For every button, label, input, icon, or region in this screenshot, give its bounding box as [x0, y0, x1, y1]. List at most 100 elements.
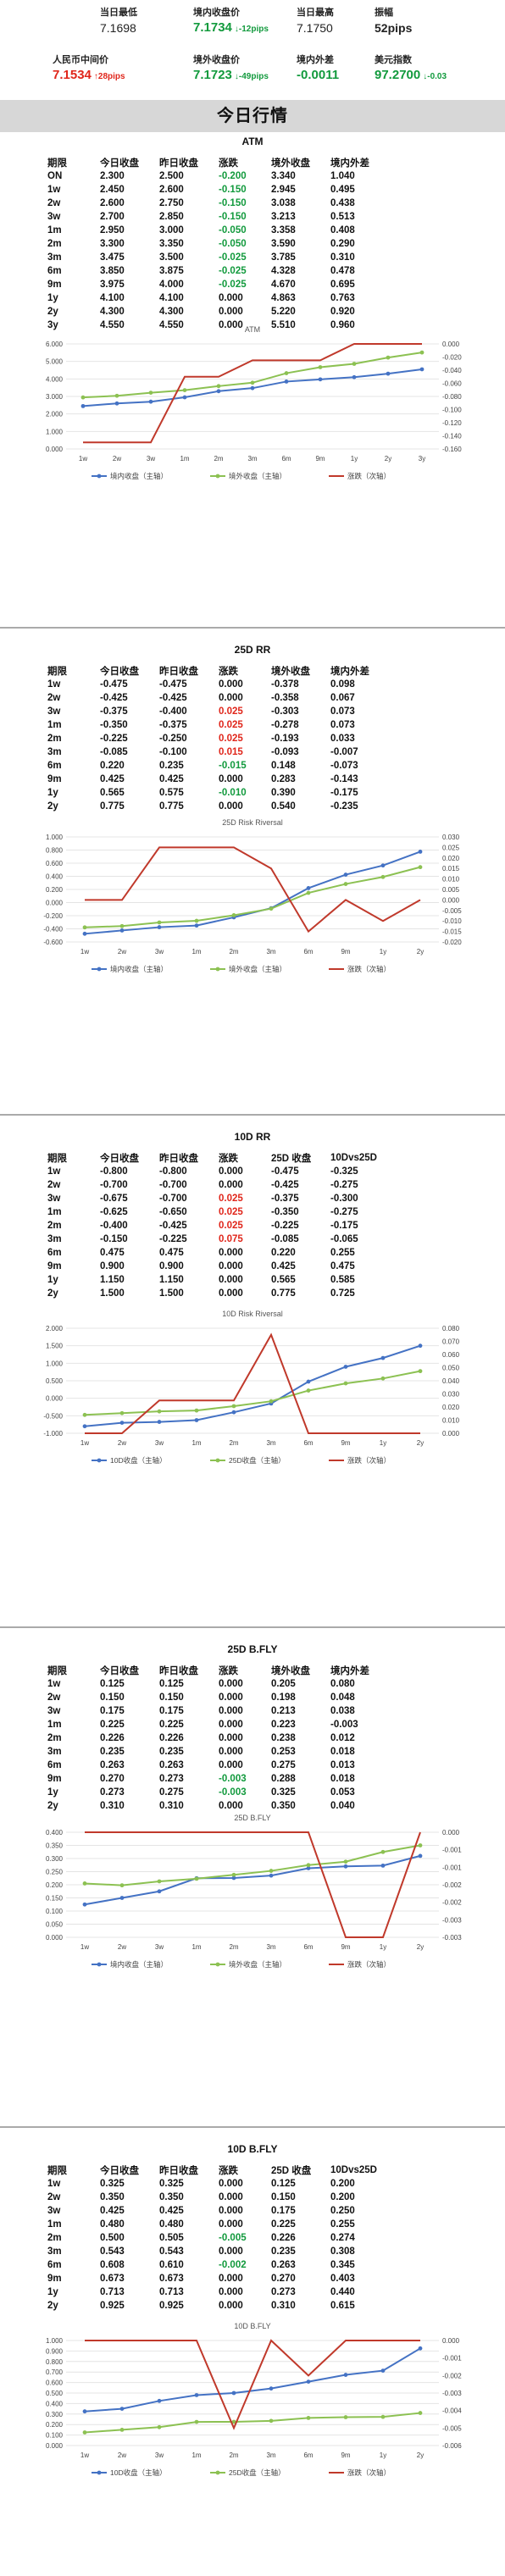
- table-cell: 0.900: [159, 1261, 184, 1271]
- y2-tick-label: 0.020: [442, 855, 460, 862]
- table-cell: 0.000: [219, 1261, 243, 1271]
- table-cell: 3.340: [271, 171, 296, 181]
- data-point: [80, 395, 86, 400]
- table-row: 3m -0.085 -0.100 0.015 -0.093 -0.007: [47, 745, 381, 759]
- section-divider: [0, 2126, 505, 2128]
- table-cell: 1y: [47, 2287, 58, 2297]
- line-chart: 10D B.FLY 0.000 0.100 0.200 0.300 0.400 0.500 0…: [46, 2322, 462, 2477]
- y-tick-label: 1.000: [46, 2337, 64, 2345]
- table-cell: -0.003: [219, 1774, 247, 1784]
- table-cell: -0.400: [100, 1221, 128, 1231]
- table-cell: 0.310: [100, 1801, 125, 1811]
- table-cell: 3w: [47, 2206, 61, 2216]
- table-cell: 0.513: [330, 212, 355, 222]
- table-cell: 3.590: [271, 239, 296, 249]
- legend-label: 境外收盘（主轴）: [229, 965, 286, 973]
- table-cell: 0.225: [100, 1720, 125, 1730]
- table-cell: 2y: [47, 307, 58, 317]
- table-cell: 0.440: [330, 2287, 355, 2297]
- table-cell: 0.425: [159, 774, 184, 784]
- x-tick-label: 9m: [341, 1439, 350, 1447]
- table-cell: 0.608: [100, 2260, 125, 2270]
- column-header: 涨跌: [219, 1666, 238, 1676]
- table-cell: 0.000: [219, 1706, 243, 1716]
- table-cell: -0.093: [271, 747, 299, 757]
- table-cell: -0.225: [159, 1234, 187, 1244]
- onshore-close-change: ↓-12pips: [234, 25, 269, 34]
- y2-tick-label: -0.006: [442, 2442, 462, 2450]
- table-cell: 2w: [47, 693, 61, 703]
- column-header: 境外收盘: [271, 667, 310, 677]
- y-tick-label: -0.500: [43, 1412, 63, 1420]
- data-point: [231, 1404, 236, 1409]
- table-row: 2m -0.225 -0.250 0.025 -0.193 0.033: [47, 732, 381, 745]
- table-cell: 9m: [47, 2274, 62, 2284]
- table-cell: 0.480: [159, 2219, 184, 2230]
- data-point: [231, 913, 236, 917]
- legend-item: 10D收盘（主轴）: [92, 2468, 167, 2477]
- data-point: [269, 1873, 274, 1878]
- table-cell: 1m: [47, 1720, 62, 1730]
- legend-item: 境内收盘（主轴）: [92, 1960, 168, 1969]
- data-point: [380, 1849, 386, 1854]
- table-cell: 3.850: [100, 266, 125, 276]
- table-row: 9m 0.673 0.673 0.000 0.270 0.403: [47, 2272, 382, 2285]
- table-cell: -0.150: [100, 1234, 128, 1244]
- table-cell: 0.925: [100, 2301, 125, 2311]
- table-cell: 0.000: [219, 1248, 243, 1258]
- table-cell: 4.328: [271, 266, 296, 276]
- x-tick-label: 3m: [266, 1439, 275, 1447]
- table-cell: -0.378: [271, 679, 299, 690]
- table-cell: 0.223: [271, 1720, 296, 1730]
- legend-label: 10D收盘（主轴）: [110, 1456, 167, 1465]
- data-point: [114, 401, 119, 406]
- table-cell: 0.713: [100, 2287, 125, 2297]
- y2-tick-label: -0.002: [442, 1881, 462, 1889]
- table-row: 3m -0.150 -0.225 0.075 -0.085 -0.065: [47, 1233, 382, 1246]
- x-tick-label: 9m: [341, 1943, 350, 1951]
- legend-label: 涨跌（次轴）: [347, 472, 391, 480]
- table-cell: 0.345: [330, 2260, 355, 2270]
- data-point: [343, 873, 348, 877]
- y2-tick-label: -0.001: [442, 1847, 462, 1854]
- x-tick-label: 3w: [155, 1439, 164, 1447]
- line-chart: 25D B.FLY 0.000 0.050 0.100 0.150 0.200 0.250 0…: [46, 1814, 462, 1969]
- y-tick-label: 0.000: [46, 1395, 64, 1403]
- table-cell: 0.150: [100, 1692, 125, 1703]
- y-tick-label: 0.800: [46, 2358, 64, 2366]
- table-cell: 1y: [47, 1787, 58, 1798]
- table-cell: 1.040: [330, 171, 355, 181]
- section-divider: [0, 1114, 505, 1116]
- table-cell: 0.148: [271, 761, 296, 771]
- x-tick-label: 1w: [80, 948, 89, 956]
- y-tick-label: -0.200: [43, 912, 63, 920]
- column-header: 昨日收盘: [159, 667, 198, 677]
- x-tick-label: 1y: [380, 1439, 386, 1447]
- table-cell: -0.050: [219, 225, 247, 235]
- table-cell: 0.220: [271, 1248, 296, 1258]
- x-tick-label: 2m: [229, 948, 238, 956]
- table-row: 2m 3.300 3.350 -0.050 3.590 0.290: [47, 237, 381, 251]
- table-cell: -0.700: [159, 1180, 187, 1190]
- table-cell: -0.025: [219, 266, 247, 276]
- y-tick-label: 0.200: [46, 1881, 64, 1889]
- table-cell: 0.000: [219, 2179, 243, 2189]
- table-row: 6m 0.263 0.263 0.000 0.275 0.013: [47, 1759, 381, 1772]
- x-tick-label: 3w: [155, 1943, 164, 1951]
- y-tick-label: 0.000: [46, 900, 64, 907]
- y2-tick-label: -0.140: [442, 433, 462, 440]
- y2-tick-label: 0.070: [442, 1338, 460, 1346]
- table-cell: -0.475: [159, 679, 187, 690]
- table-cell: 6m: [47, 2260, 62, 2270]
- table-cell: 2m: [47, 239, 62, 249]
- table-cell: 0.200: [330, 2192, 355, 2202]
- table-cell: 0.075: [219, 1234, 243, 1244]
- table-cell: 0.048: [330, 1692, 355, 1703]
- table-cell: 0.000: [219, 801, 243, 812]
- table-cell: 0.238: [271, 1733, 296, 1743]
- y-tick-label: 1.000: [46, 428, 64, 435]
- table-row: 1w 2.450 2.600 -0.150 2.945 0.495: [47, 183, 381, 197]
- table-row: 2y 0.925 0.925 0.000 0.310 0.615: [47, 2299, 382, 2313]
- table-cell: 0.025: [219, 1207, 243, 1217]
- usd-index-change: ↓-0.03: [423, 72, 447, 81]
